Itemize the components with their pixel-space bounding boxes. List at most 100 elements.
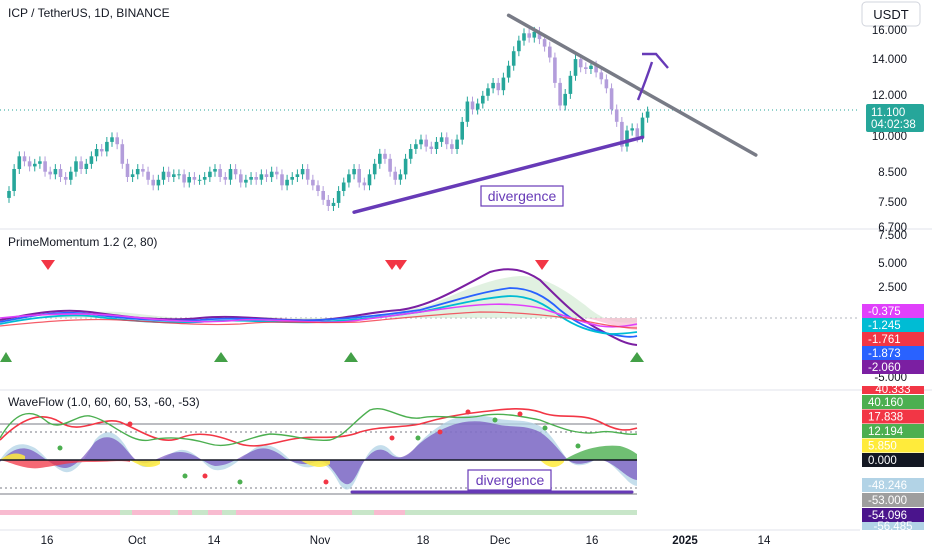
candle-body <box>506 65 511 78</box>
candle-body <box>223 177 228 180</box>
buy-signal-icon <box>630 352 644 362</box>
candle-body <box>341 182 346 191</box>
candle-body <box>481 95 485 104</box>
candle-body <box>522 33 526 41</box>
waveflow-title: WaveFlow (1.0, 60, 60, 53, -60, -53) <box>8 395 200 409</box>
candle-body <box>594 65 598 73</box>
currency-button[interactable] <box>861 1 921 27</box>
time-tick: 16 <box>586 535 599 547</box>
candle-body <box>280 174 284 186</box>
candle-body <box>548 46 552 58</box>
candle-body <box>424 139 428 147</box>
waveflow-yellow-area <box>0 453 564 468</box>
status-segment <box>208 510 222 515</box>
candle-body <box>383 153 387 159</box>
candle-body <box>445 137 449 145</box>
value-badge <box>862 318 924 332</box>
candle-body <box>38 161 42 164</box>
candle-body <box>264 174 269 177</box>
candle-body <box>244 179 248 183</box>
value-badge-text: 17.838 <box>868 412 903 424</box>
status-segment <box>132 510 170 515</box>
value-badge <box>862 304 924 318</box>
candle-body <box>58 169 63 177</box>
value-badge-text: 12.194 <box>868 426 904 438</box>
price-tick: 8.500 <box>878 167 907 179</box>
candle-body <box>187 177 191 183</box>
time-tick: 18 <box>417 535 430 547</box>
price-tick: 16.000 <box>872 25 907 37</box>
price-tick: 6.700 <box>878 222 907 234</box>
candle-body <box>419 139 423 145</box>
value-badge <box>862 346 924 360</box>
value-badge-text: -2.060 <box>868 362 901 374</box>
candle-body <box>125 163 130 177</box>
status-segment <box>405 510 637 515</box>
candle-body <box>89 156 94 164</box>
value-badge <box>862 409 924 424</box>
candle-body <box>635 128 640 138</box>
value-badge-text: 5.850 <box>868 441 897 453</box>
status-segment <box>178 510 192 515</box>
candle-body <box>439 137 444 142</box>
candle-body <box>33 163 37 167</box>
resistance-trendline[interactable] <box>506 13 758 157</box>
candle-body <box>336 191 341 203</box>
candle-body <box>475 103 480 110</box>
momentum-tick: 5.000 <box>878 258 907 270</box>
candle-body <box>115 137 119 145</box>
time-tick: Dec <box>490 535 511 547</box>
value-badge <box>862 493 924 507</box>
candle-body <box>450 144 454 149</box>
candle-body <box>599 72 604 80</box>
candle-body <box>84 163 89 169</box>
status-segment <box>192 510 208 515</box>
candle-body <box>331 202 336 206</box>
candle-body <box>347 174 351 183</box>
candle-body <box>74 161 78 172</box>
candle-body <box>362 182 367 186</box>
price-tick: 7.500 <box>878 197 907 209</box>
momentum-line-2 <box>0 287 638 338</box>
divergence-label-wave: divergence <box>476 472 545 488</box>
momentum-line-5 <box>0 311 638 329</box>
candle-body <box>161 171 166 180</box>
waveflow-badges: 40.160 17.838 12.194 5.850 0.000 -48.246 -53.0… <box>862 395 924 522</box>
status-segment <box>222 510 236 515</box>
time-tick: 14 <box>758 535 771 547</box>
candle-body <box>542 39 547 47</box>
waveflow-green-line <box>0 408 638 447</box>
waveflow-partial-bottom: -56.485 <box>873 521 912 533</box>
status-segment <box>120 510 132 515</box>
candle-body <box>584 67 588 69</box>
candle-body <box>156 179 161 186</box>
value-badge <box>862 395 924 409</box>
value-badge <box>862 438 924 453</box>
price-axis[interactable]: USDT 16.000 14.000 12.000 10.000 8.500 7… <box>861 1 924 234</box>
candle-body <box>558 82 562 106</box>
time-axis[interactable]: 16 Oct 14 Nov 18 Dec 16 2025 14 <box>0 529 860 547</box>
candle-body <box>367 174 372 186</box>
status-segment <box>374 510 405 515</box>
candle-body <box>254 177 258 180</box>
candle-body <box>141 169 145 172</box>
candle-body <box>177 174 181 176</box>
candle-body <box>172 174 176 177</box>
candle-body <box>27 161 32 167</box>
support-trendline[interactable] <box>352 135 645 214</box>
buy-signal-icon <box>0 352 12 362</box>
candle-body <box>228 169 233 180</box>
candle-body <box>604 79 609 89</box>
candle-body <box>553 57 557 83</box>
value-badge <box>862 508 924 522</box>
candle-body <box>398 174 403 180</box>
buy-signal-icon <box>344 352 358 362</box>
candle-body <box>573 59 578 76</box>
waveflow-badge-partial <box>862 386 924 394</box>
candle-body <box>537 31 542 40</box>
candle-body <box>300 169 305 175</box>
value-badge <box>862 332 924 346</box>
time-tick: 16 <box>41 535 54 547</box>
waveflow-green-area <box>564 445 637 460</box>
momentum-axis: 7.500 5.000 2.500 -5.000 -0.375 -1.245 -1.… <box>862 230 924 384</box>
